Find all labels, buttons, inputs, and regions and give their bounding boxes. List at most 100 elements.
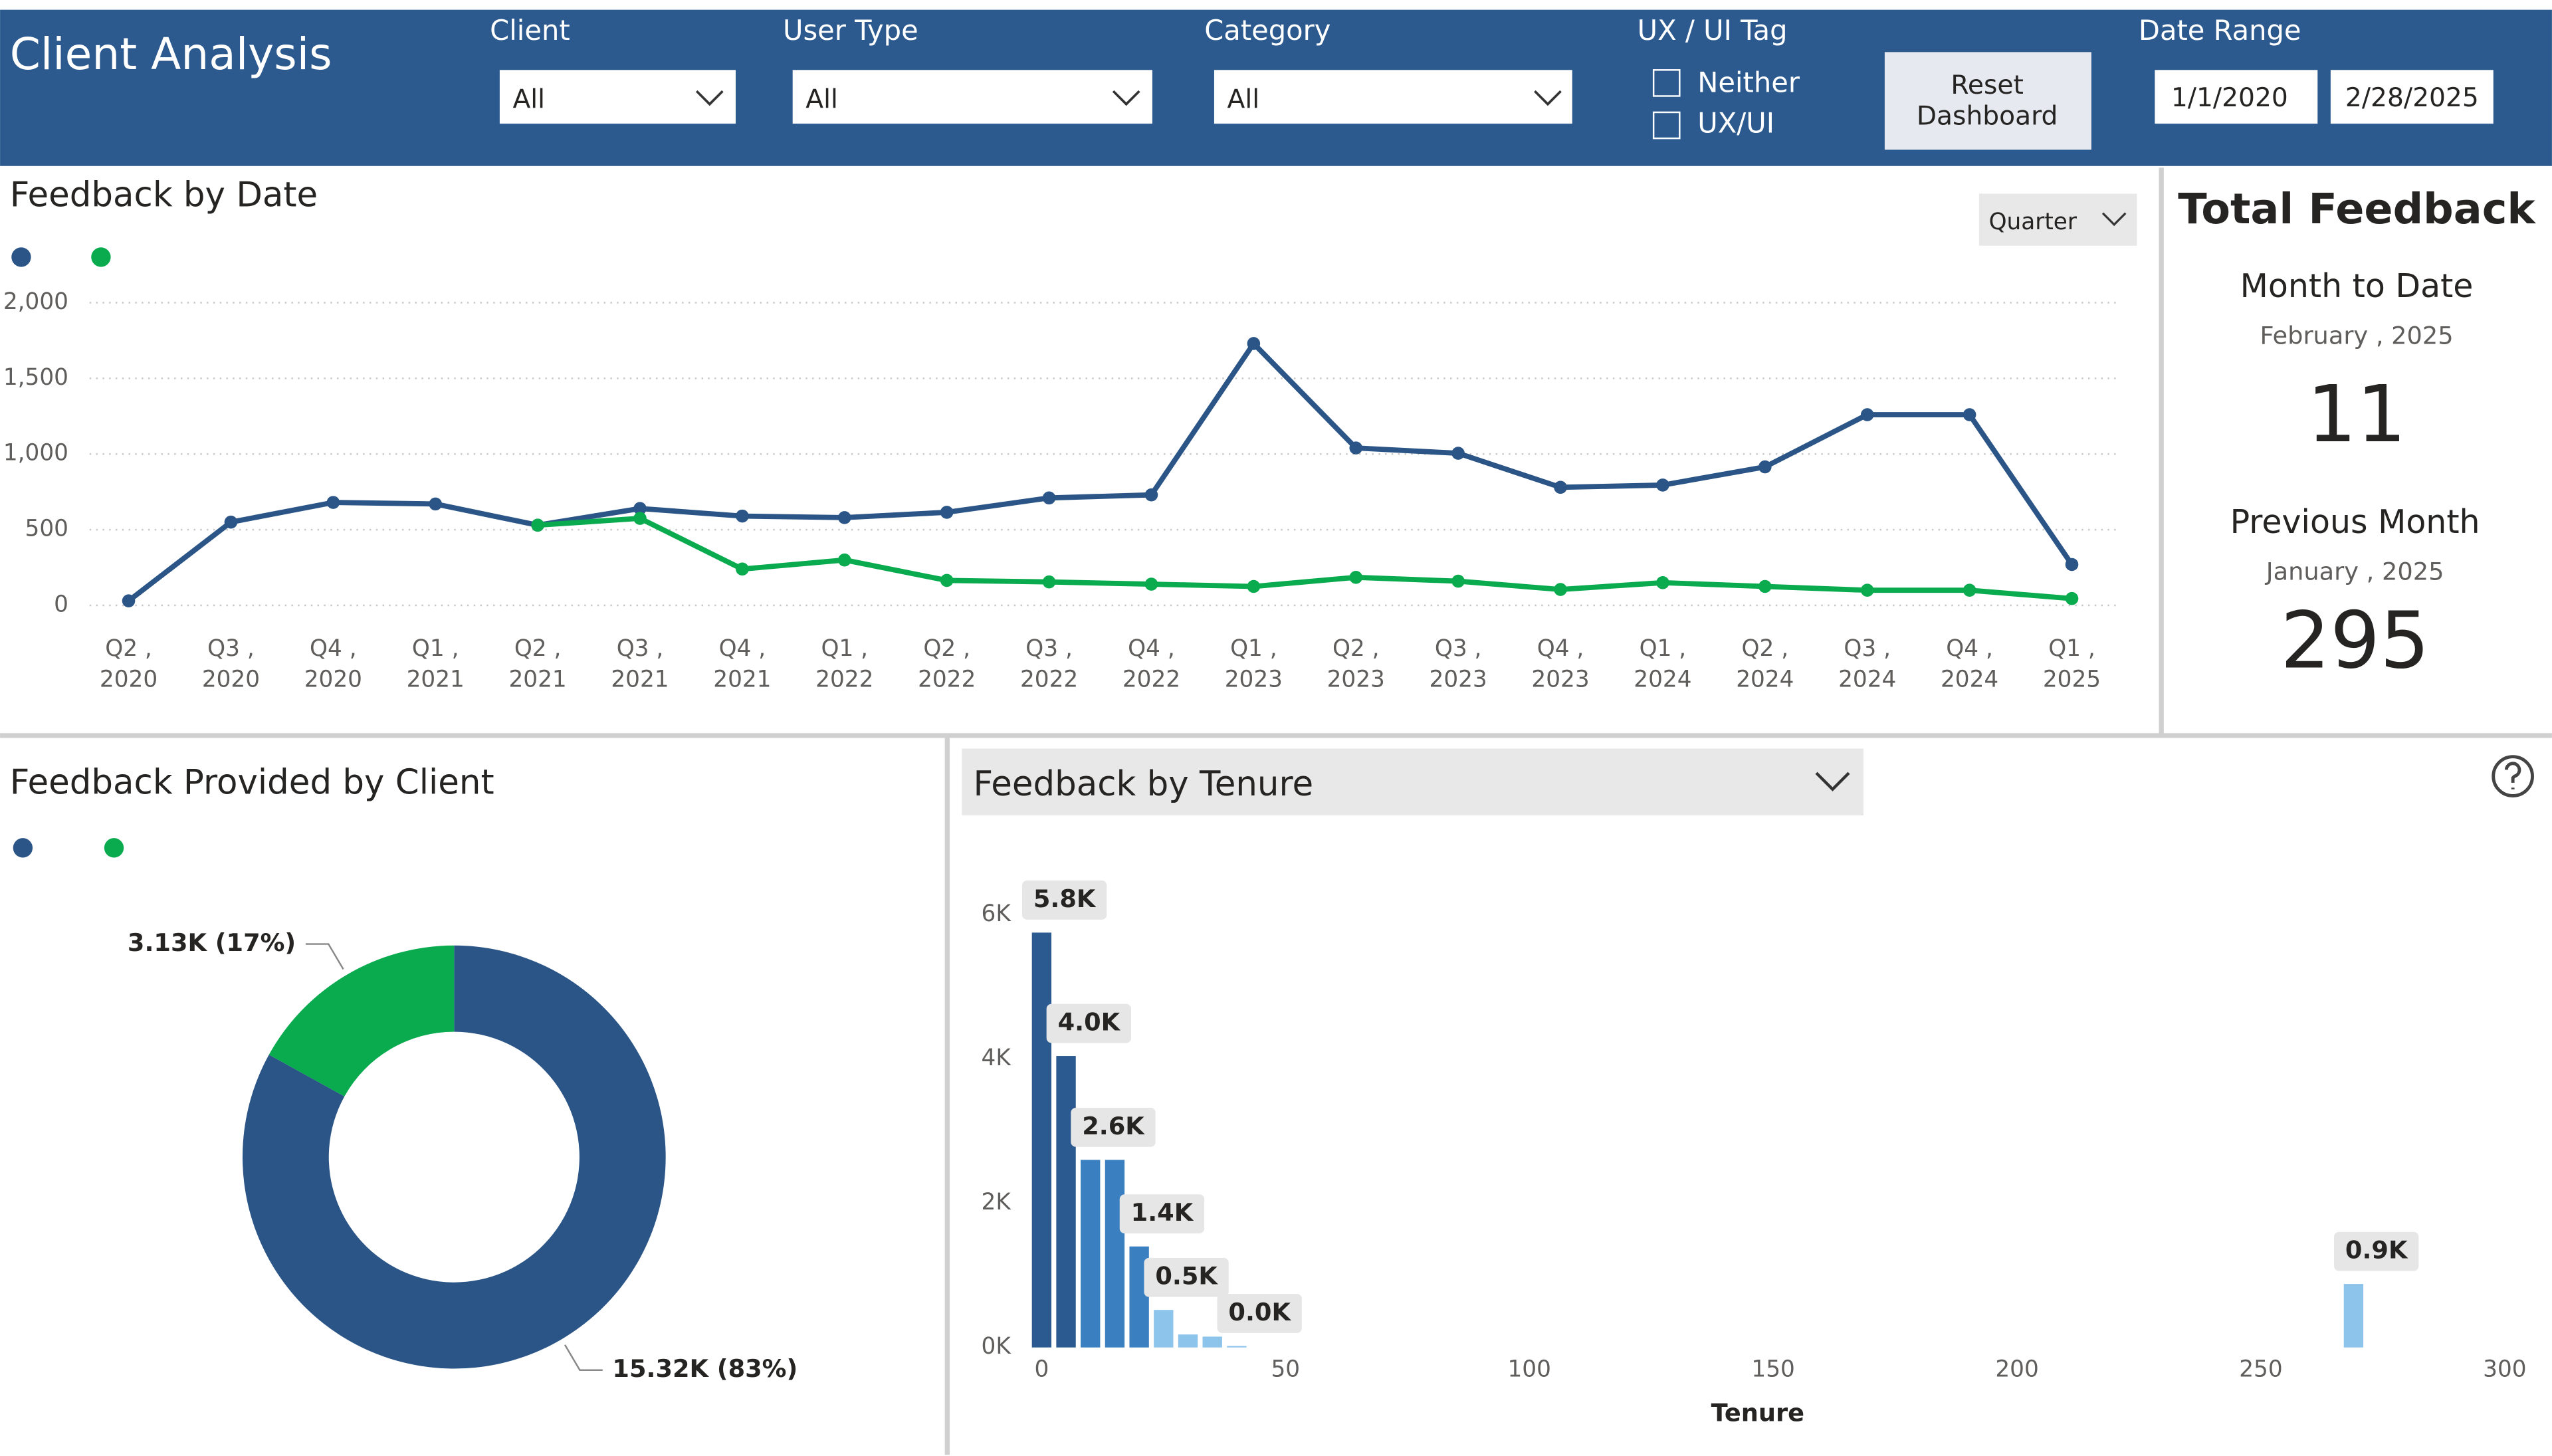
data-label: 0.5K — [1155, 1262, 1218, 1291]
filter-label: User Type — [783, 14, 918, 47]
x-tick-label: Q2 , 2020 — [100, 635, 158, 693]
data-point — [1963, 583, 1976, 597]
data-point — [1144, 577, 1158, 591]
chevron — [2101, 212, 2127, 227]
data-point — [1860, 583, 1874, 597]
chevron — [1815, 772, 1850, 791]
legend-marker — [13, 838, 33, 858]
help-glyph — [2504, 762, 2521, 789]
date-start: 1/1/2020 — [2171, 83, 2288, 113]
x-tick-label: 250 — [2239, 1356, 2282, 1382]
x-tick-label: Q1 , 2024 — [1634, 635, 1691, 693]
data-point — [1656, 478, 1669, 492]
data-point — [531, 518, 544, 532]
bar — [1081, 1160, 1101, 1348]
y-tick-label: 4K — [982, 1045, 1012, 1071]
date-end: 2/28/2025 — [2345, 83, 2479, 113]
y-tick-label: 6K — [982, 900, 1012, 927]
y-tick-label: 0K — [982, 1333, 1012, 1360]
data-label: 2.6K — [1082, 1112, 1145, 1140]
dropdown-box[interactable] — [499, 70, 736, 124]
x-tick-label: Q1 , 2022 — [815, 635, 873, 693]
dropdown-box[interactable] — [1214, 70, 1572, 124]
bar — [1105, 1160, 1125, 1348]
data-label: 1.4K — [1131, 1198, 1194, 1227]
x-tick-label: Q1 , 2021 — [407, 635, 465, 693]
date-input[interactable] — [2330, 70, 2494, 124]
kpi-value: 295 — [2280, 595, 2429, 686]
x-tick-label: 150 — [1751, 1356, 1794, 1382]
filter-label: Category — [1204, 14, 1330, 47]
data-point — [1042, 575, 1056, 589]
bar — [1056, 1056, 1076, 1348]
y-tick-label: 500 — [25, 516, 68, 542]
y-tick-label: 0 — [54, 591, 68, 617]
line-series — [127, 341, 2074, 603]
dropdown-value: All — [1227, 84, 1260, 114]
y-tick-label: 1,000 — [3, 440, 68, 467]
filter-label: Date Range — [2139, 14, 2301, 47]
x-tick-label: Q3 , 2022 — [1020, 635, 1078, 693]
user-type-dropdown[interactable]: All — [792, 70, 1152, 124]
kpi-period: February , 2025 — [2260, 321, 2453, 350]
data-label: 0.0K — [1228, 1298, 1291, 1326]
data-point — [2065, 591, 2079, 605]
data-point — [2065, 558, 2079, 572]
dropdown-value: All — [512, 84, 545, 114]
data-label: 3.13K (17%) — [128, 928, 296, 957]
dropdown-box[interactable] — [792, 70, 1152, 124]
chart-title: Feedback by Tenure — [974, 764, 1314, 804]
data-point — [1042, 491, 1056, 505]
data-label-box — [1046, 1003, 1132, 1043]
chevron — [1534, 90, 1562, 106]
data-point — [1349, 441, 1363, 455]
y-tick-label: 1,500 — [3, 364, 68, 391]
data-label-box — [1217, 1294, 1302, 1333]
x-tick-label: Q2 , 2022 — [918, 635, 976, 693]
data-point — [1656, 576, 1669, 589]
client-dropdown[interactable]: All — [499, 70, 736, 124]
x-tick-label: 300 — [2483, 1356, 2526, 1382]
help-icon[interactable] — [2492, 755, 2534, 797]
dropdown-box[interactable] — [962, 748, 1864, 815]
bar — [1202, 1336, 1222, 1348]
data-point — [1554, 583, 1567, 596]
x-tick-label: Q1 , 2023 — [1225, 635, 1283, 693]
checkbox[interactable] — [1652, 111, 1681, 140]
checkbox-label: UX/UI — [1697, 107, 1774, 140]
reset-button[interactable]: Reset Dashboard — [1884, 52, 2091, 150]
x-tick-label: Q2 , 2024 — [1736, 635, 1794, 693]
chart-title: Feedback Provided by Client — [10, 762, 494, 802]
filter-label: UX / UI Tag — [1638, 14, 1788, 47]
data-label: 0.9K — [2345, 1236, 2408, 1265]
y-tick-label: 2,000 — [3, 288, 68, 315]
help-circle[interactable] — [2492, 755, 2534, 797]
x-tick-label: 0 — [1034, 1356, 1049, 1382]
data-point — [122, 594, 136, 607]
granularity-dropdown[interactable]: Quarter — [1978, 193, 2137, 246]
category-dropdown[interactable]: All — [1214, 70, 1572, 124]
x-tick-label: Q4 , 2024 — [1941, 635, 1998, 693]
data-point — [940, 506, 954, 519]
button-box[interactable] — [1884, 52, 2091, 150]
legend-marker — [91, 247, 111, 267]
data-point — [837, 553, 851, 567]
x-tick-label: Q4 , 2021 — [713, 635, 771, 693]
data-point — [633, 502, 647, 516]
data-label: 5.8K — [1033, 884, 1097, 913]
data-point — [1247, 337, 1261, 350]
date-input[interactable] — [2155, 70, 2318, 124]
x-tick-label: 50 — [1271, 1356, 1300, 1382]
data-point — [1860, 408, 1874, 421]
data-label-box — [2334, 1231, 2419, 1271]
chevron — [695, 90, 724, 106]
data-point — [1451, 447, 1465, 460]
checkbox[interactable] — [1652, 69, 1681, 97]
data-label-box — [1021, 881, 1107, 920]
data-point — [633, 512, 647, 525]
tenure-dropdown[interactable]: Feedback by Tenure — [962, 748, 1864, 815]
kpi-value: 11 — [2307, 369, 2406, 460]
x-tick-label: Q4 , 2023 — [1531, 635, 1589, 693]
bar — [1227, 1346, 1247, 1348]
